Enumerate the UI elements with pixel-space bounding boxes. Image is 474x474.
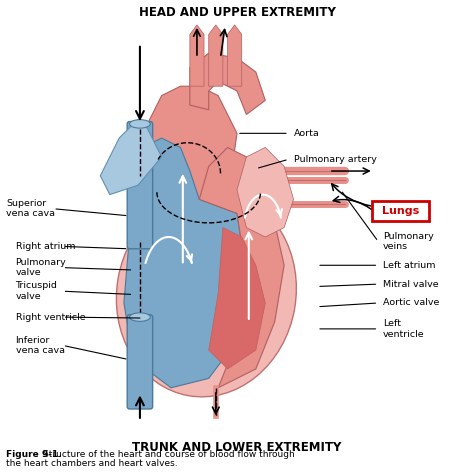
Ellipse shape [129,119,150,128]
Text: HEAD AND UPPER EXTREMITY: HEAD AND UPPER EXTREMITY [138,6,336,19]
Text: Right atrium: Right atrium [16,242,75,251]
Text: Aorta: Aorta [293,129,319,138]
Text: Left
ventricle: Left ventricle [383,319,425,338]
Polygon shape [100,119,162,195]
Ellipse shape [129,313,150,321]
Polygon shape [199,147,284,388]
Polygon shape [143,86,237,199]
Text: Superior
vena cava: Superior vena cava [6,199,55,219]
Polygon shape [237,147,293,237]
Text: the heart chambers and heart valves.: the heart chambers and heart valves. [6,459,178,468]
Text: Figure 9-1.: Figure 9-1. [6,450,62,459]
Polygon shape [209,25,223,86]
Text: TRUNK AND LOWER EXTREMITY: TRUNK AND LOWER EXTREMITY [132,440,342,454]
Text: Structure of the heart and course of blood flow through: Structure of the heart and course of blo… [43,450,295,459]
Text: Inferior
vena cava: Inferior vena cava [16,336,64,355]
Text: Tricuspid
valve: Tricuspid valve [16,282,57,301]
Text: Pulmonary artery: Pulmonary artery [293,155,376,164]
Polygon shape [228,25,242,86]
Text: Left atrium: Left atrium [383,261,436,270]
Text: Right ventricle: Right ventricle [16,313,85,321]
FancyBboxPatch shape [127,315,153,409]
Text: Pulmonary
veins: Pulmonary veins [383,232,434,251]
Text: Mitral valve: Mitral valve [383,280,439,289]
Polygon shape [190,53,265,115]
Polygon shape [124,138,246,388]
FancyBboxPatch shape [127,121,153,249]
Text: Lungs: Lungs [383,206,419,216]
FancyBboxPatch shape [372,201,429,221]
Polygon shape [209,228,265,369]
Ellipse shape [117,190,296,397]
Text: Pulmonary
valve: Pulmonary valve [16,258,66,277]
Polygon shape [190,25,204,86]
Text: Aortic valve: Aortic valve [383,299,439,308]
